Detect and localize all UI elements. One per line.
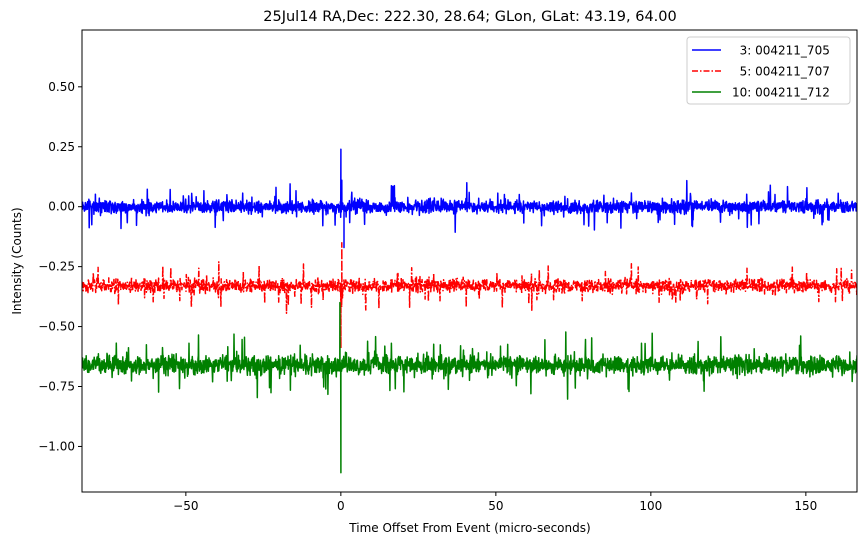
x-tick-label: 50 bbox=[488, 499, 503, 513]
legend-label-2: 5: 004211_707 bbox=[732, 65, 830, 79]
x-axis-ticks: −50 0 50 100 150 bbox=[173, 492, 817, 513]
series-line-2 bbox=[82, 241, 857, 349]
y-tick-label: −1.00 bbox=[38, 439, 75, 453]
y-tick-label: 0.00 bbox=[48, 200, 75, 214]
y-axis-ticks: 0.50 0.25 0.00 −0.25 −0.50 −0.75 −1.00 bbox=[38, 80, 82, 453]
x-tick-label: −50 bbox=[173, 499, 198, 513]
x-axis-label: Time Offset From Event (micro-seconds) bbox=[348, 521, 590, 535]
x-tick-label: 0 bbox=[337, 499, 345, 513]
y-axis-label: Intensity (Counts) bbox=[10, 207, 24, 314]
y-tick-label: −0.75 bbox=[38, 380, 75, 394]
y-tick-label: −0.25 bbox=[38, 260, 75, 274]
y-tick-label: 0.25 bbox=[48, 140, 75, 154]
legend-label-1: 3: 004211_705 bbox=[732, 44, 830, 58]
y-tick-label: −0.50 bbox=[38, 320, 75, 334]
chart-title: 25Jul14 RA,Dec: 222.30, 28.64; GLon, GLa… bbox=[263, 9, 677, 25]
plot-traces bbox=[82, 148, 857, 474]
series-line-3 bbox=[82, 301, 857, 474]
x-tick-label: 150 bbox=[794, 499, 817, 513]
legend-box bbox=[686, 36, 851, 105]
series-line-1 bbox=[82, 148, 857, 249]
x-tick-label: 100 bbox=[639, 499, 662, 513]
y-tick-label: 0.50 bbox=[48, 80, 75, 94]
legend: 3: 004211_705 5: 004211_707 10: 004211_71… bbox=[686, 36, 851, 105]
legend-label-3: 10: 004211_712 bbox=[732, 86, 830, 100]
axes-frame bbox=[81, 29, 858, 493]
